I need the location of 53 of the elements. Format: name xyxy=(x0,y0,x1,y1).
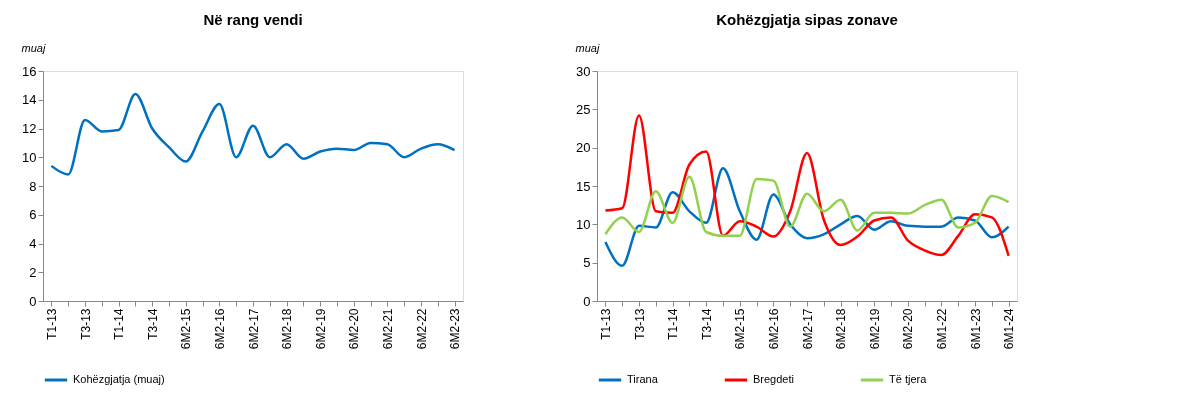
x-tick-label: 6M2-19 xyxy=(867,308,882,350)
x-tick-label: 6M2-17 xyxy=(246,308,261,350)
y-axis-title: muaj xyxy=(575,41,600,54)
x-tick-label: 6M2-20 xyxy=(901,308,916,350)
x-tick-label: T1-14 xyxy=(666,308,681,340)
y-tick-label: 4 xyxy=(29,236,37,251)
x-tick-label: 6M2-18 xyxy=(280,308,295,350)
legend-label: Tirana xyxy=(627,373,659,385)
y-tick-label: 0 xyxy=(583,293,591,309)
legend-label: Bregdeti xyxy=(753,373,794,385)
line-series xyxy=(604,175,1010,238)
y-tick-label: 5 xyxy=(583,255,591,271)
legend-label: Të tjera xyxy=(889,373,928,385)
x-tick-label: T3-14 xyxy=(145,308,160,340)
line-series xyxy=(604,114,1010,258)
chart-title: Kohëzgjatja sipas zonave xyxy=(716,11,898,28)
chart-title: Në rang vendi xyxy=(203,11,303,28)
y-tick-label: 12 xyxy=(22,121,37,136)
y-axis-title: muaj xyxy=(21,41,46,54)
x-tick-label: T1-13 xyxy=(598,308,613,340)
x-tick-label: 6M2-19 xyxy=(313,308,328,350)
y-tick-label: 25 xyxy=(576,101,591,117)
x-tick-label: 6M1-24 xyxy=(1002,308,1017,350)
y-tick-label: 30 xyxy=(576,63,591,79)
x-tick-label: 6M2-22 xyxy=(414,308,429,350)
y-tick-label: 10 xyxy=(576,216,591,232)
y-tick-label: 2 xyxy=(29,264,37,280)
line-series xyxy=(50,92,456,176)
x-tick-label: 6M2-18 xyxy=(834,308,849,350)
x-tick-label: 6M2-16 xyxy=(212,308,227,350)
x-tick-label: 6M2-21 xyxy=(380,308,395,350)
y-tick-label: 0 xyxy=(29,293,37,309)
y-tick-label: 6 xyxy=(29,207,37,223)
y-tick-label: 16 xyxy=(22,63,37,79)
y-tick-label: 15 xyxy=(576,178,591,194)
x-tick-label: 6M2-15 xyxy=(733,308,748,350)
legend-label: Kohëzgjatja (muaj) xyxy=(73,373,165,385)
x-tick-label: 6M1-22 xyxy=(934,308,949,350)
x-tick-label: T3-13 xyxy=(632,308,647,340)
x-tick-label: 6M2-16 xyxy=(766,308,781,350)
x-tick-label: 6M2-17 xyxy=(800,308,815,350)
y-tick-label: 8 xyxy=(29,178,37,194)
x-tick-label: 6M2-23 xyxy=(448,308,463,350)
y-tick-label: 20 xyxy=(576,140,591,156)
y-tick-label: 10 xyxy=(22,149,37,165)
x-tick-label: T1-13 xyxy=(44,308,59,340)
x-tick-label: 6M2-20 xyxy=(347,308,362,350)
x-tick-label: 6M2-15 xyxy=(179,308,194,350)
x-tick-label: T3-13 xyxy=(78,308,93,340)
x-tick-label: T3-14 xyxy=(699,308,714,340)
x-tick-label: T1-14 xyxy=(112,308,127,340)
x-tick-label: 6M1-23 xyxy=(968,308,983,350)
y-tick-label: 14 xyxy=(22,92,37,108)
